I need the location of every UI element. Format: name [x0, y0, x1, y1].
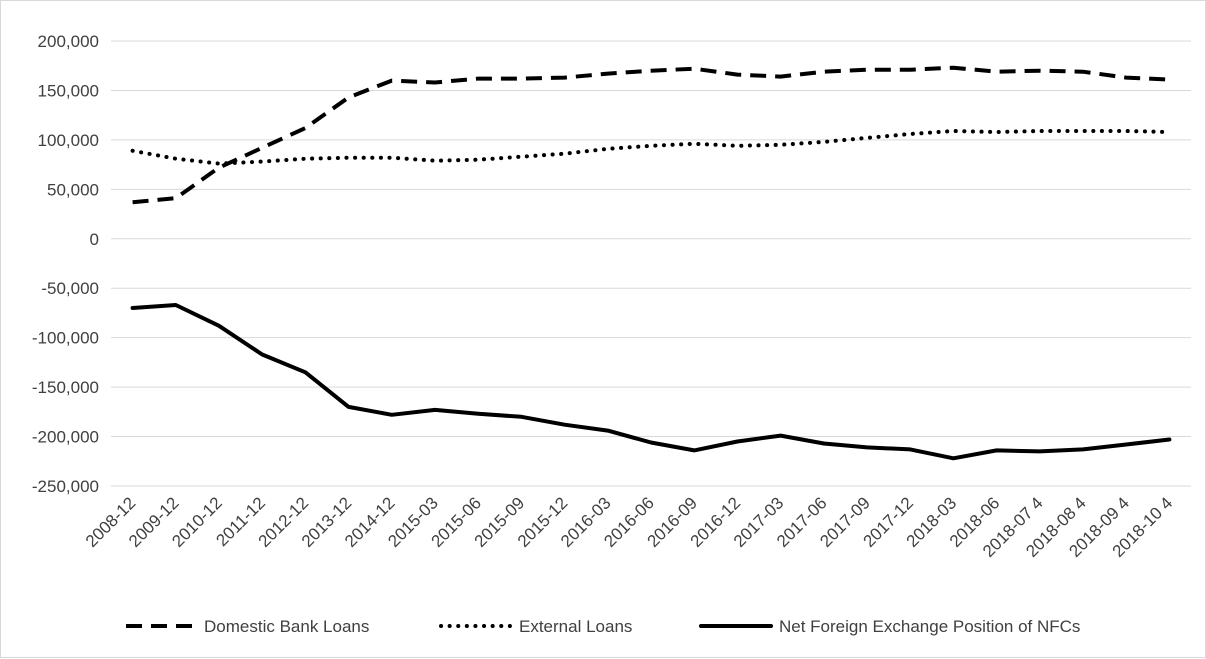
- legend-label-1: External Loans: [519, 617, 632, 636]
- y-tick-label: 50,000: [47, 180, 99, 199]
- y-tick-label: 150,000: [38, 81, 99, 100]
- series-lines: [130, 65, 1172, 461]
- y-tick-label: -150,000: [32, 378, 99, 397]
- gridlines: [111, 40, 1191, 487]
- y-tick-label: -200,000: [32, 428, 99, 447]
- x-axis: 2008-122009-122010-122011-122012-122013-…: [82, 493, 1176, 561]
- y-tick-label: 200,000: [38, 32, 99, 51]
- y-tick-label: 0: [90, 230, 99, 249]
- legend-label-2: Net Foreign Exchange Position of NFCs: [779, 617, 1080, 636]
- y-tick-label: 100,000: [38, 131, 99, 150]
- legend-label-0: Domestic Bank Loans: [204, 617, 369, 636]
- y-tick-label: -250,000: [32, 477, 99, 496]
- y-axis: 200,000 150,000 100,000 50,000 0 -50,000 -100,…: [32, 32, 99, 496]
- y-tick-label: -100,000: [32, 329, 99, 348]
- legend: Domestic Bank Loans External Loans Net For…: [126, 617, 1080, 636]
- series-line-2: [130, 303, 1172, 461]
- series-line-1: [130, 129, 1172, 166]
- y-tick-label: -50,000: [41, 279, 99, 298]
- series-line-0: [132, 65, 1170, 205]
